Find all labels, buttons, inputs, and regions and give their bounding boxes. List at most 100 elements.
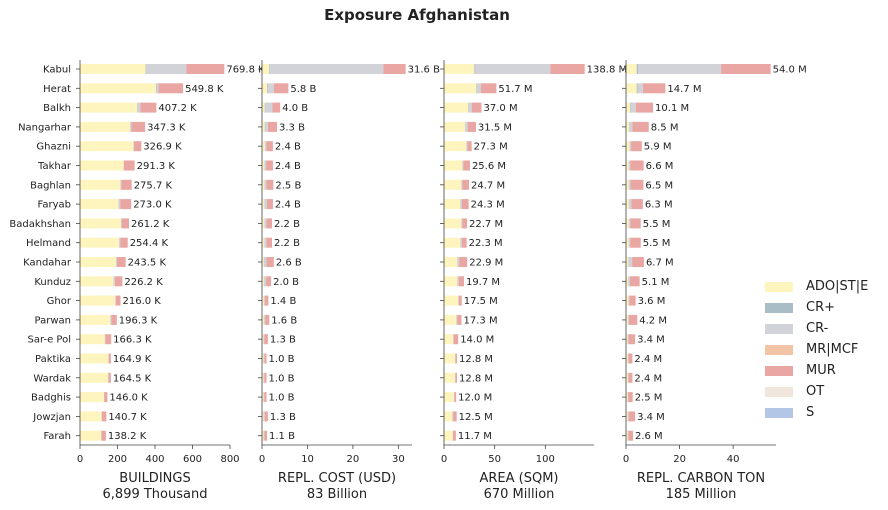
y-tick-label: Wardak	[33, 373, 71, 384]
bar-segment	[628, 237, 631, 248]
bar-segment	[627, 392, 629, 403]
x-axis-label: BUILDINGS	[119, 471, 190, 486]
data-label: 6.3 M	[645, 200, 673, 211]
bar-segment	[444, 257, 458, 267]
bar-segment	[262, 276, 264, 287]
bar-segment	[468, 102, 469, 113]
data-label: 2.0 B	[273, 277, 299, 288]
bar-segment	[628, 199, 632, 210]
panel-subtitle: 83 Billion	[307, 487, 367, 502]
bar-segment	[632, 257, 644, 267]
bar-segment	[116, 257, 117, 267]
y-tick-label: Ghor	[47, 296, 72, 307]
bar-segment	[265, 102, 273, 113]
bar-segment	[630, 237, 641, 248]
bar-segment	[124, 160, 135, 171]
bar-segment	[131, 121, 146, 132]
x-tick-label: 600	[183, 454, 202, 465]
bar-segment	[630, 276, 640, 287]
data-label: 3.3 B	[279, 122, 305, 133]
bar-segment	[264, 295, 269, 306]
bar-segment	[264, 141, 267, 152]
bar-segment	[628, 372, 633, 383]
bar-segment	[262, 141, 265, 152]
bar-segment	[628, 295, 630, 306]
bar-segment	[628, 430, 633, 441]
data-label: 196.3 K	[119, 315, 158, 326]
data-label: 216.0 K	[123, 296, 162, 307]
bar-segment	[265, 121, 268, 132]
data-label: 4.2 M	[639, 315, 667, 326]
bar-segment	[444, 295, 459, 306]
bar-segment	[444, 334, 454, 345]
bar-segment	[460, 237, 462, 248]
bar-segment	[626, 199, 629, 210]
bar-segment	[110, 314, 112, 325]
bar-segment	[121, 218, 129, 229]
bar-segment	[264, 199, 267, 210]
bar-segment	[444, 218, 462, 229]
bar-segment	[116, 257, 126, 267]
x-tick-label: 20	[673, 454, 686, 465]
bar-segment	[626, 353, 628, 364]
data-label: 164.5 K	[113, 373, 152, 384]
bar-segment	[444, 179, 462, 190]
data-label: 3.4 M	[637, 412, 665, 423]
bar-segment	[263, 353, 265, 364]
bar-segment	[627, 353, 629, 364]
x-tick-label: 40	[727, 454, 740, 465]
bar-segment	[474, 64, 476, 74]
bar-segment	[266, 160, 273, 171]
bar-segment	[630, 179, 644, 190]
bar-segment	[108, 353, 111, 364]
bar-segment	[266, 237, 272, 248]
panel-subtitle: 670 Million	[484, 487, 555, 502]
bar-segment	[134, 141, 142, 152]
data-label: 3.6 M	[638, 296, 666, 307]
data-label: 2.6 B	[276, 258, 302, 269]
bar-segment	[119, 237, 121, 248]
data-label: 5.8 B	[290, 84, 316, 95]
data-label: 1.6 B	[271, 315, 297, 326]
bar-segment	[264, 179, 267, 190]
x-tick-label: 30	[392, 454, 405, 465]
data-label: 24.3 M	[471, 200, 505, 211]
bar-segment	[635, 102, 654, 113]
bar-segment	[80, 430, 101, 441]
bar-segment	[456, 314, 458, 325]
data-label: 1.4 B	[270, 296, 296, 307]
bar-segment	[101, 430, 102, 441]
legend-swatch	[765, 281, 793, 292]
data-label: 2.5 M	[635, 393, 663, 404]
data-label: 6.6 M	[646, 161, 674, 172]
x-tick-label: 10	[301, 454, 314, 465]
bar-segment	[461, 218, 463, 229]
bar-segment	[80, 179, 121, 190]
x-tick-label: 100	[536, 454, 555, 465]
bar-segment	[444, 199, 461, 210]
bar-segment	[80, 411, 102, 422]
bar-segment	[642, 83, 666, 94]
bar-segment	[262, 430, 264, 441]
legend-item: MUR	[765, 360, 868, 381]
data-label: 2.5 B	[275, 180, 301, 191]
legend-label: CR+	[806, 300, 836, 315]
bar-segment	[458, 295, 459, 306]
data-label: 261.2 K	[131, 219, 170, 230]
bar-segment	[155, 83, 157, 94]
bar-segment	[273, 83, 289, 94]
x-tick-label: 50	[488, 454, 501, 465]
bar-segment	[628, 392, 633, 403]
bar-segment	[80, 64, 146, 74]
data-label: 3.4 M	[637, 335, 665, 346]
bar-segment	[115, 295, 116, 306]
bar-segment	[453, 334, 454, 345]
bar-segment	[459, 257, 468, 267]
data-label: 138.2 K	[108, 431, 147, 442]
bar-segment	[270, 64, 384, 74]
bar-segment	[262, 237, 265, 248]
bar-segment	[629, 141, 632, 152]
data-label: 243.5 K	[128, 258, 167, 269]
bar-segment	[262, 218, 265, 229]
x-axis-label: AREA (SQM)	[479, 471, 558, 486]
